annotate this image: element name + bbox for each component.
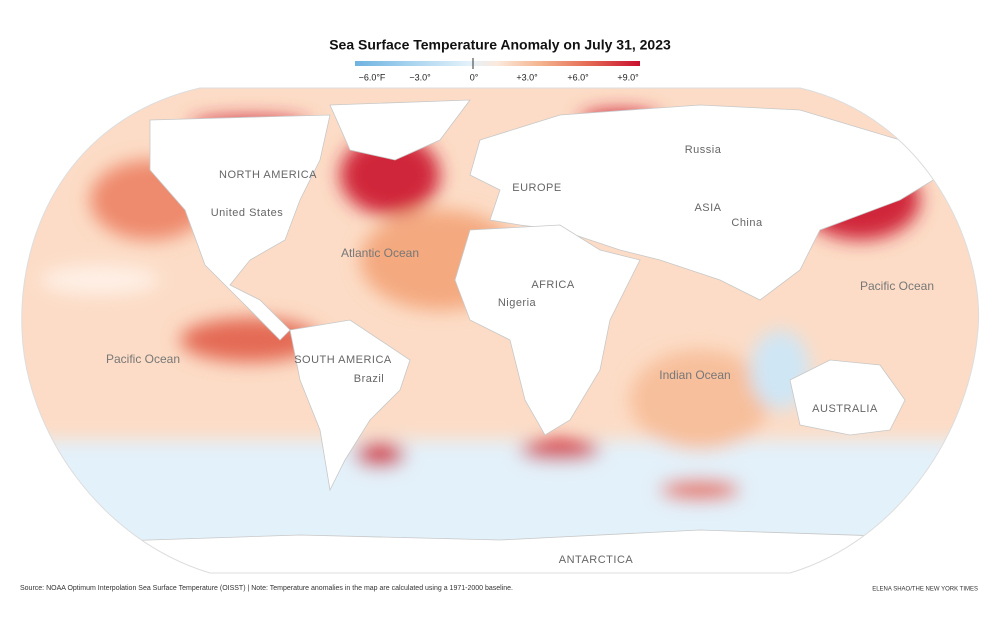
legend-tick: +6.0° (567, 72, 589, 82)
greenland (329, 99, 471, 161)
globe-outline (21, 87, 980, 574)
map-label: Brazil (354, 373, 385, 385)
title: Sea Surface Temperature Anomaly on July … (329, 37, 671, 53)
map-label: ASIA (694, 202, 721, 214)
map-label: NORTH AMERICA (219, 169, 317, 181)
legend-tick: 0° (470, 72, 479, 82)
credit: ELENA SHAO/THE NEW YORK TIMES (872, 587, 978, 593)
map-label: EUROPE (512, 182, 561, 194)
map-label: ANTARCTICA (559, 554, 634, 566)
map-label: China (731, 217, 763, 229)
ocean-label: Atlantic Ocean (341, 246, 419, 260)
ocean-label: Indian Ocean (659, 368, 730, 382)
eurasia (469, 104, 951, 301)
north-america (149, 114, 331, 341)
legend-tick: −6.0°F (359, 72, 386, 82)
map-label: United States (211, 207, 284, 219)
map-label: SOUTH AMERICA (294, 354, 392, 366)
ocean-label: Pacific Ocean (106, 352, 180, 366)
ocean-label: Pacific Ocean (860, 279, 934, 293)
map-label: AFRICA (531, 279, 575, 291)
legend-tick: +3.0° (516, 72, 538, 82)
australia (789, 359, 906, 436)
legend-bar (355, 61, 640, 66)
legend-tick: −3.0° (409, 72, 431, 82)
legend-tick: +9.0° (617, 72, 639, 82)
map-label: Nigeria (498, 297, 537, 309)
map-label: AUSTRALIA (812, 403, 878, 415)
source-note: Source: NOAA Optimum Interpolation Sea S… (20, 585, 513, 592)
map-label: Russia (685, 144, 722, 156)
antarctica (21, 529, 979, 573)
africa (454, 224, 641, 436)
south-america (289, 319, 411, 492)
map (21, 88, 979, 573)
